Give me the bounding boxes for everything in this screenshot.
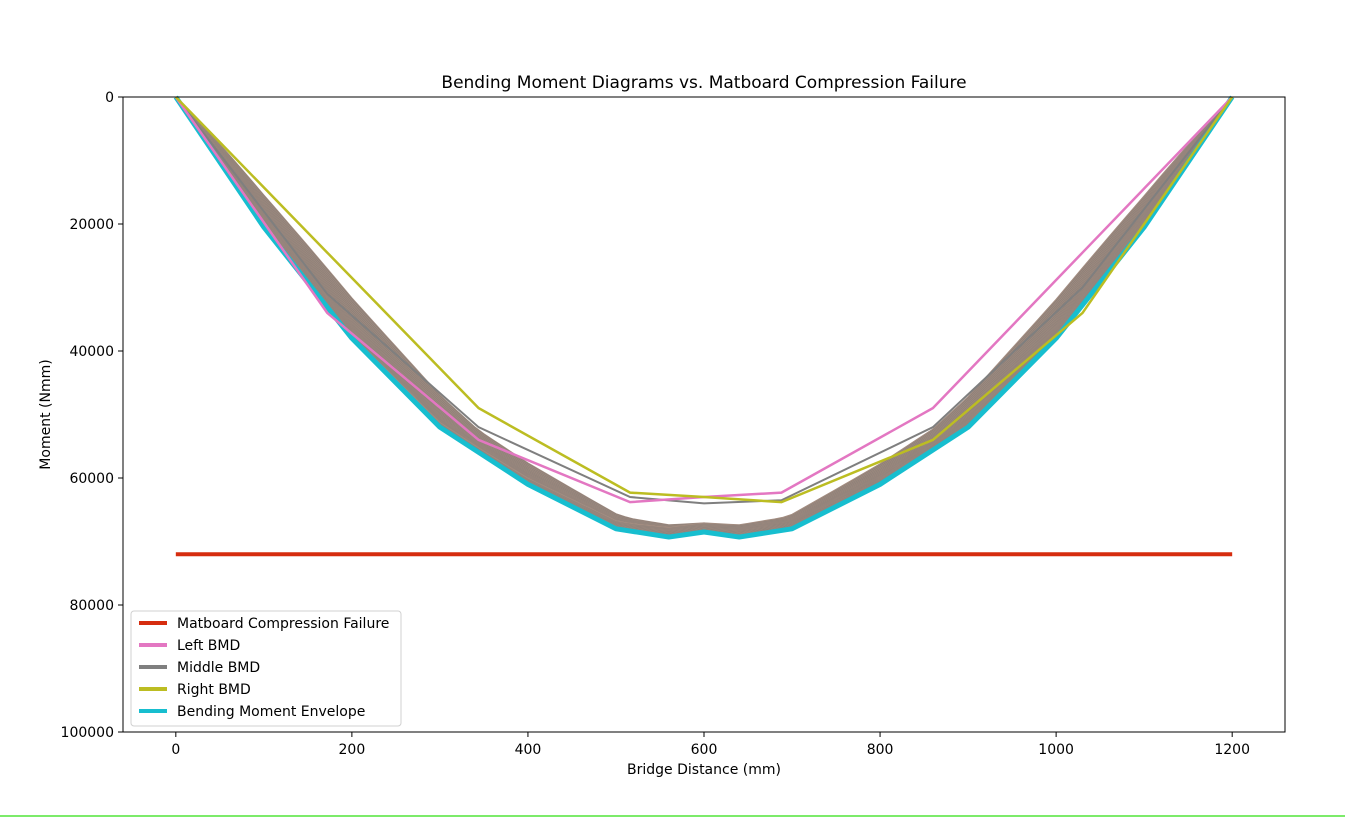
bottom-divider [0, 815, 1345, 817]
legend-label: Middle BMD [177, 660, 260, 676]
y-tick-label: 80000 [69, 598, 114, 614]
right-bmd-line [174, 96, 1234, 504]
envelope-line [173, 95, 1235, 540]
x-tick-label: 600 [691, 742, 718, 758]
series-layer [173, 95, 1235, 557]
legend-box [130, 610, 402, 727]
legend-label: Matboard Compression Failure [177, 616, 389, 632]
y-tick-label: 0 [105, 90, 114, 106]
x-tick-label: 400 [515, 742, 542, 758]
y-tick-label: 40000 [69, 344, 114, 360]
y-axis: 0 20000 40000 60000 80000 100000 [61, 90, 123, 741]
x-tick-label: 200 [339, 742, 366, 758]
legend: Matboard Compression Failure Left BMD Midd… [130, 610, 402, 727]
x-tick-label: 800 [867, 742, 894, 758]
middle-bmd-line [175, 96, 1233, 505]
y-tick-label: 20000 [69, 217, 114, 233]
x-axis-label: Bridge Distance (mm) [627, 762, 781, 778]
legend-label: Bending Moment Envelope [177, 704, 365, 720]
chart-title: Bending Moment Diagrams vs. Matboard Com… [441, 73, 966, 93]
x-axis: 0 200 400 600 800 1000 1200 [171, 732, 1250, 758]
y-tick-label: 60000 [69, 471, 114, 487]
y-tick-label: 100000 [61, 725, 114, 741]
x-tick-label: 0 [171, 742, 180, 758]
x-tick-label: 1200 [1214, 742, 1250, 758]
x-tick-label: 1000 [1038, 742, 1074, 758]
legend-label: Left BMD [177, 638, 240, 654]
legend-label: Right BMD [177, 682, 251, 698]
y-axis-label: Moment (Nmm) [38, 359, 54, 469]
